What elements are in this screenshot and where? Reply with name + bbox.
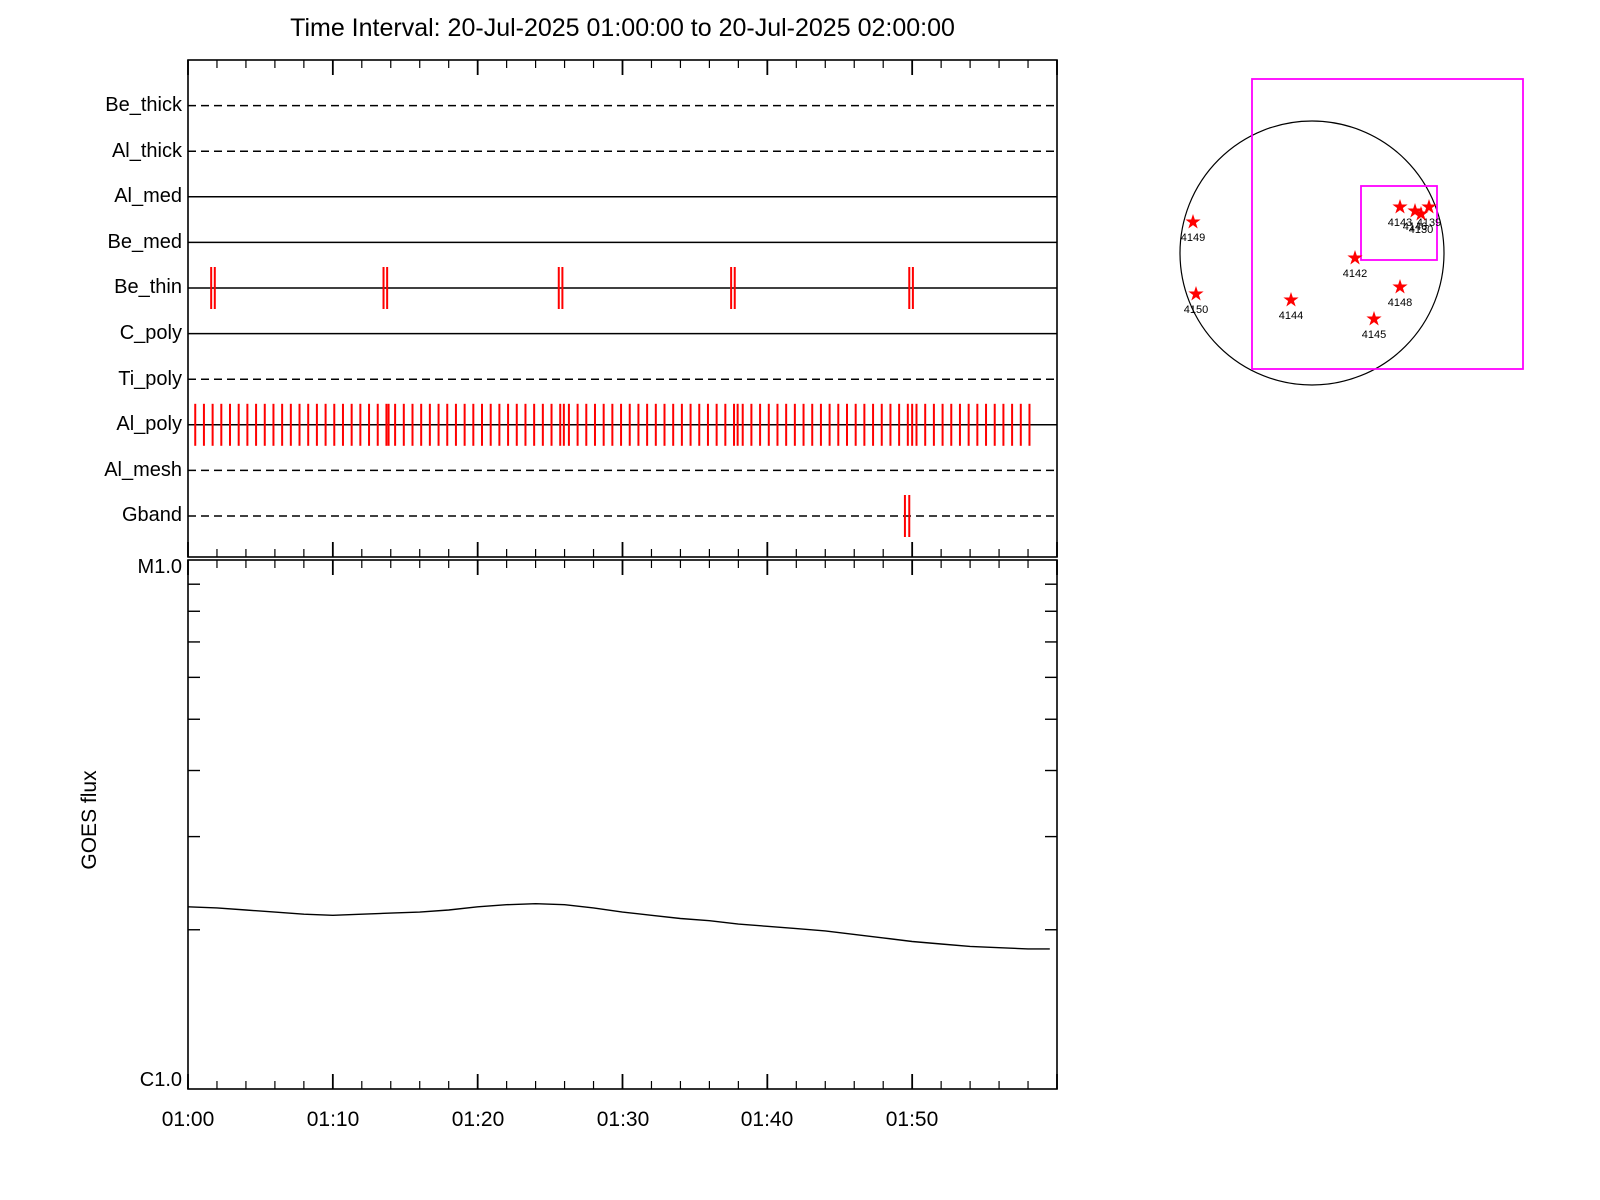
active-region-label-4148: 4148 [1388, 297, 1412, 309]
solar-disk [1179, 120, 1445, 386]
x-tick-label-4: 01:40 [740, 1108, 794, 1131]
row-label-be-thin: Be_thin [114, 276, 182, 298]
row-label-c-poly: C_poly [119, 322, 182, 344]
row-label-be-med: Be_med [107, 231, 183, 253]
row-label-ti-poly: Ti_poly [118, 368, 182, 390]
active-region-star-4145 [1366, 311, 1382, 326]
fov-box-1 [1360, 185, 1438, 261]
active-region-label-4150: 4150 [1184, 304, 1208, 316]
plot-title: Time Interval: 20-Jul-2025 01:00:00 to 2… [290, 14, 955, 42]
row-label-be-thick: Be_thick [105, 94, 182, 116]
goes-flux-line [187, 902, 1050, 950]
row-label-al-poly: Al_poly [116, 413, 182, 435]
active-region-star-4149 [1185, 214, 1201, 229]
row-label-al-mesh: Al_mesh [104, 459, 182, 481]
active-region-label-4146: 4146 [1403, 221, 1427, 233]
active-region-star-4143 [1392, 199, 1408, 214]
row-label-gband: Gband [121, 504, 182, 526]
active-region-star-4139 [1421, 199, 1437, 214]
fov-box-0 [1251, 78, 1524, 370]
timeline-panel [187, 59, 1058, 558]
active-region-star-4130 [1413, 206, 1429, 221]
active-region-star-4144 [1283, 292, 1299, 307]
goes-panel [187, 559, 1058, 1090]
x-tick-label-0: 01:00 [161, 1108, 215, 1131]
row-label-al-thick: Al_thick [111, 140, 182, 162]
active-region-star-4148 [1392, 279, 1408, 294]
active-region-label-4144: 4144 [1279, 310, 1303, 322]
goes-ytop-label: M1.0 [137, 556, 182, 578]
timeline-frame [187, 59, 1058, 558]
active-region-label-4143: 4143 [1388, 217, 1412, 229]
x-tick-label-1: 01:10 [306, 1108, 360, 1131]
active-region-label-4130: 4130 [1409, 224, 1433, 236]
goes-ybottom-label: C1.0 [139, 1069, 182, 1091]
goes-axis-title: GOES flux [78, 770, 101, 870]
row-label-al-med: Al_med [114, 185, 182, 207]
x-tick-label-5: 01:50 [885, 1108, 939, 1131]
active-region-label-4145: 4145 [1362, 329, 1386, 341]
active-region-star-4150 [1188, 286, 1204, 301]
active-region-label-4149: 4149 [1181, 232, 1205, 244]
active-region-star-4146 [1407, 203, 1423, 218]
goes-frame [187, 559, 1058, 1090]
active-region-star-4142 [1347, 250, 1363, 265]
x-tick-label-2: 01:20 [451, 1108, 505, 1131]
x-tick-label-3: 01:30 [596, 1108, 650, 1131]
active-region-label-4142: 4142 [1343, 268, 1367, 280]
active-region-label-4139: 4139 [1417, 217, 1441, 229]
